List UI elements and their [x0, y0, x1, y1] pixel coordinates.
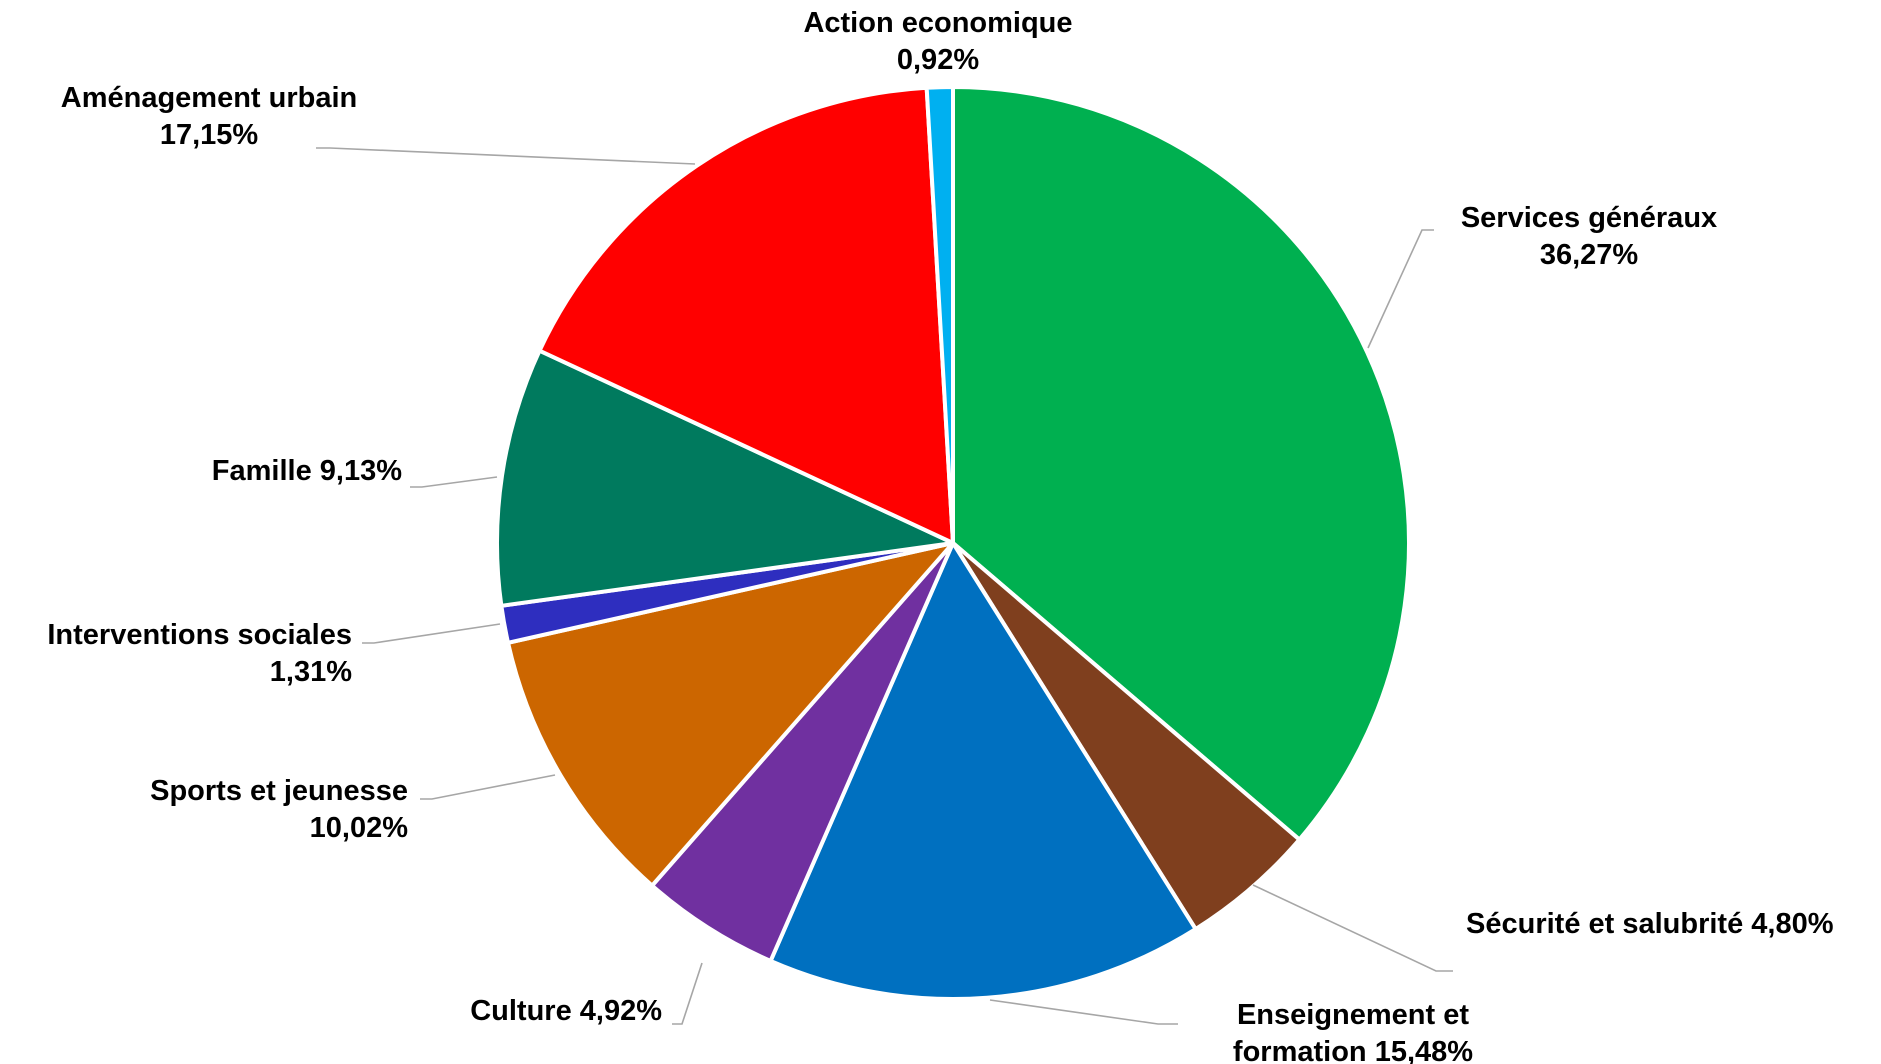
data-label-famille: Famille 9,13% — [212, 455, 402, 487]
data-label-line: Aménagement urbain — [61, 82, 358, 114]
data-label-enseignement-et-formation: Enseignement et formation 15,48% — [1233, 999, 1473, 1064]
leader-line-famille — [410, 476, 498, 488]
pie-slice-services-generaux — [951, 85, 1411, 842]
pie-slice-sports-et-jeunesse — [506, 541, 955, 888]
leader-lines — [316, 147, 1453, 1025]
leader-line-culture — [672, 962, 703, 1025]
data-label-line: 17,15% — [160, 119, 259, 151]
pie-slice-action-economique — [924, 84, 955, 545]
data-label-line: formation 15,48% — [1233, 1036, 1473, 1064]
leader-line-enseignement-et-formation — [989, 999, 1178, 1025]
data-label-amenagement-urbain: Aménagement urbain 17,15% — [61, 82, 358, 151]
data-label-line: Action economique — [803, 7, 1072, 39]
pie-slices — [495, 84, 1411, 1001]
pie-slice-famille — [495, 348, 955, 608]
data-label-line: 36,27% — [1540, 239, 1639, 271]
leader-line-amenagement-urbain — [316, 147, 696, 165]
data-label-culture: Culture 4,92% — [470, 995, 662, 1027]
pie-slice-enseignement-et-formation — [768, 541, 1198, 1001]
data-label-line: Sécurité et salubrité 4,80% — [1466, 908, 1834, 940]
data-label-line: Famille 9,13% — [212, 455, 402, 487]
data-label-line: Enseignement et — [1237, 999, 1469, 1031]
leader-line-services-generaux — [1367, 229, 1434, 349]
data-label-line: Sports et jeunesse — [150, 775, 408, 807]
data-label-line: 1,31% — [270, 656, 352, 688]
leader-line-securite-et-salubrite — [1252, 884, 1453, 972]
data-label-line: 10,02% — [310, 812, 409, 844]
data-label-line: Services généraux — [1461, 202, 1717, 234]
data-label-line: Culture 4,92% — [470, 995, 662, 1027]
data-label-services-generaux: Services généraux 36,27% — [1461, 202, 1717, 271]
data-label-securite-et-salubrite: Sécurité et salubrité 4,80% — [1466, 908, 1834, 940]
data-label-line: Interventions sociales — [47, 619, 352, 651]
data-label-line: 0,92% — [897, 44, 979, 76]
leader-line-interventions-sociales — [362, 623, 501, 644]
pie-slice-amenagement-urbain — [537, 85, 955, 545]
data-labels: Services généraux 36,27% Sécurité et salub… — [47, 7, 1833, 1064]
data-label-sports-et-jeunesse: Sports et jeunesse 10,02% — [150, 775, 408, 844]
leader-line-sports-et-jeunesse — [420, 774, 556, 800]
data-label-interventions-sociales: Interventions sociales 1,31% — [47, 619, 352, 688]
data-label-action-economique: Action economique 0,92% — [803, 7, 1072, 76]
